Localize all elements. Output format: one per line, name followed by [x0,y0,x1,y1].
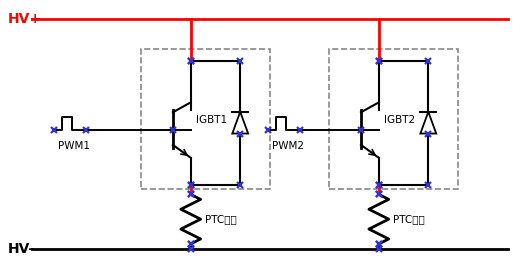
Polygon shape [232,112,248,134]
Text: HV-: HV- [7,242,35,256]
Polygon shape [421,112,436,134]
Text: HV+: HV+ [7,12,41,26]
Text: IGBT1: IGBT1 [196,115,227,125]
Text: PTC电阻: PTC电阻 [205,214,236,224]
Text: IGBT2: IGBT2 [384,115,415,125]
Text: PTC电阻: PTC电阻 [393,214,424,224]
Text: PWM2: PWM2 [272,141,304,151]
Text: PWM1: PWM1 [58,141,90,151]
